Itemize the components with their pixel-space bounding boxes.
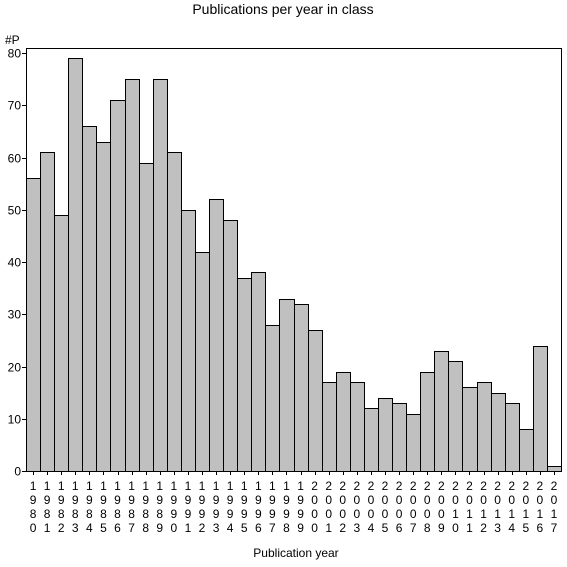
bar-1997 xyxy=(265,325,280,472)
bar-2015 xyxy=(519,429,534,472)
bar-2013 xyxy=(491,393,506,472)
bar-2016 xyxy=(533,346,548,472)
y-tick-label: 60 xyxy=(8,152,22,166)
bar-2012 xyxy=(477,382,492,472)
bar-2014 xyxy=(505,403,520,472)
y-tick-label: 10 xyxy=(8,413,22,427)
bar-2010 xyxy=(448,361,463,472)
bar-1995 xyxy=(237,278,252,472)
bar-2003 xyxy=(350,382,365,472)
y-tick-label: 30 xyxy=(8,308,22,322)
y-tick-label: 80 xyxy=(8,47,22,61)
bar-1991 xyxy=(181,210,196,472)
bars-group xyxy=(26,58,562,472)
bar-1992 xyxy=(195,252,210,472)
bar-2001 xyxy=(322,382,337,472)
bar-2004 xyxy=(364,408,379,472)
bar-1987 xyxy=(125,79,140,472)
bar-1982 xyxy=(54,215,69,472)
bar-1983 xyxy=(68,58,83,472)
bar-2006 xyxy=(392,403,407,472)
bar-1989 xyxy=(153,79,168,472)
y-tick-label: 0 xyxy=(14,465,21,479)
bar-2005 xyxy=(378,398,393,472)
x-axis: 1 9 8 0 1 9 8 1 1 9 8 2 1 9 8 3 1 9 8 4 1 9 8 5 1 9 8 6 1 9 8 7 1 9 8 8 1 9 8 9… xyxy=(30,471,558,535)
y-tick-label: 20 xyxy=(8,361,22,375)
bar-1980 xyxy=(26,178,41,472)
y-axis: 0 10 20 30 40 50 60 70 80 xyxy=(8,47,26,479)
bar-2011 xyxy=(462,387,478,472)
bar-2008 xyxy=(420,372,435,472)
bar-2007 xyxy=(406,414,421,472)
bar-1990 xyxy=(167,152,182,472)
bar-2002 xyxy=(336,372,351,472)
bar-1984 xyxy=(82,126,97,472)
y-tick-label: 40 xyxy=(8,256,22,270)
bar-1993 xyxy=(209,199,224,472)
bar-1985 xyxy=(96,142,111,472)
bar-1986 xyxy=(110,100,126,472)
y-axis-label: #P xyxy=(5,33,20,47)
bar-1998 xyxy=(279,299,295,472)
bar-1999 xyxy=(294,304,309,472)
bar-2009 xyxy=(434,351,449,472)
y-tick-label: 50 xyxy=(8,204,22,218)
bar-1981 xyxy=(40,152,55,472)
bar-2017 xyxy=(547,466,562,472)
bar-1994 xyxy=(223,220,238,472)
y-tick-label: 70 xyxy=(8,99,22,113)
bar-2000 xyxy=(308,330,323,472)
plot-frame xyxy=(26,48,562,472)
bar-1996 xyxy=(251,272,266,472)
bar-1988 xyxy=(139,163,154,472)
chart-title: Publications per year in class xyxy=(192,1,373,17)
x-axis-label: Publication year xyxy=(253,546,338,560)
